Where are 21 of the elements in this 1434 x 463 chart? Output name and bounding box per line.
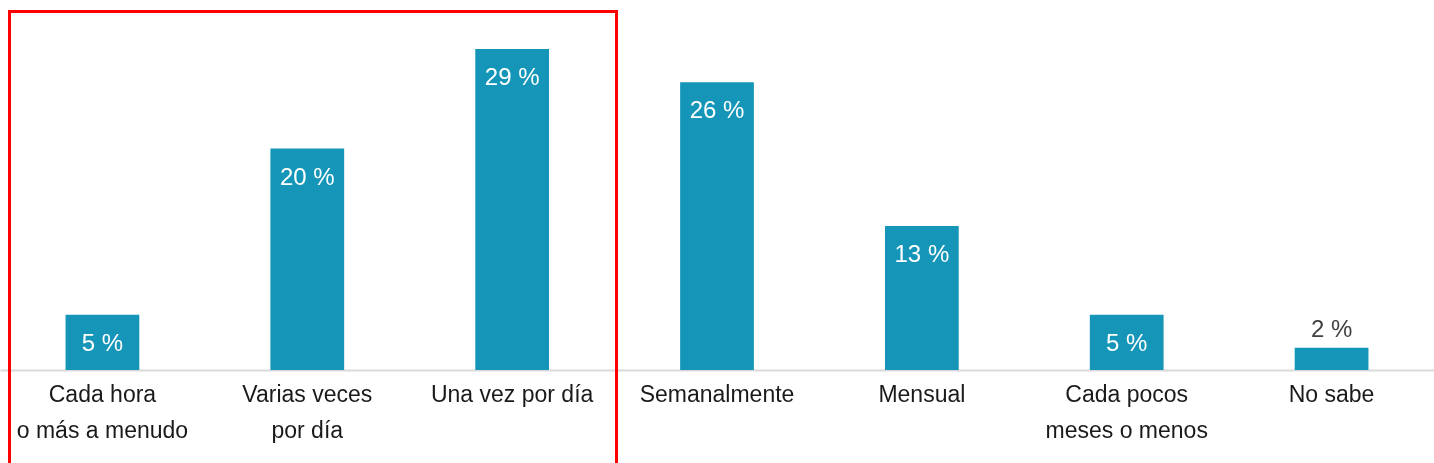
bar (1294, 347, 1369, 370)
data-label: 26 % (689, 96, 745, 124)
x-tick-label: Una vez por día (430, 380, 594, 407)
bar (270, 148, 345, 370)
x-tick-label: Mensual (878, 380, 966, 407)
data-label: 2 % (1310, 314, 1353, 342)
data-label: 13 % (894, 240, 950, 268)
bar (680, 82, 754, 370)
data-label: 29 % (484, 63, 540, 90)
bar (475, 49, 550, 370)
data-label: 5 % (81, 328, 124, 356)
data-label: 20 % (279, 162, 335, 190)
bar (65, 314, 140, 370)
x-tick-label: Cada hora o más a menudo (16, 380, 189, 443)
x-tick-label: Semanalmente (639, 380, 795, 407)
x-tick-label: No sabe (1288, 380, 1375, 407)
data-label: 5 % (1106, 328, 1148, 356)
bar (1089, 314, 1164, 370)
x-tick-label: Varias veces por día (242, 380, 373, 443)
x-tick-label: Cada pocos meses o menos (1045, 380, 1208, 443)
bar (884, 226, 959, 370)
